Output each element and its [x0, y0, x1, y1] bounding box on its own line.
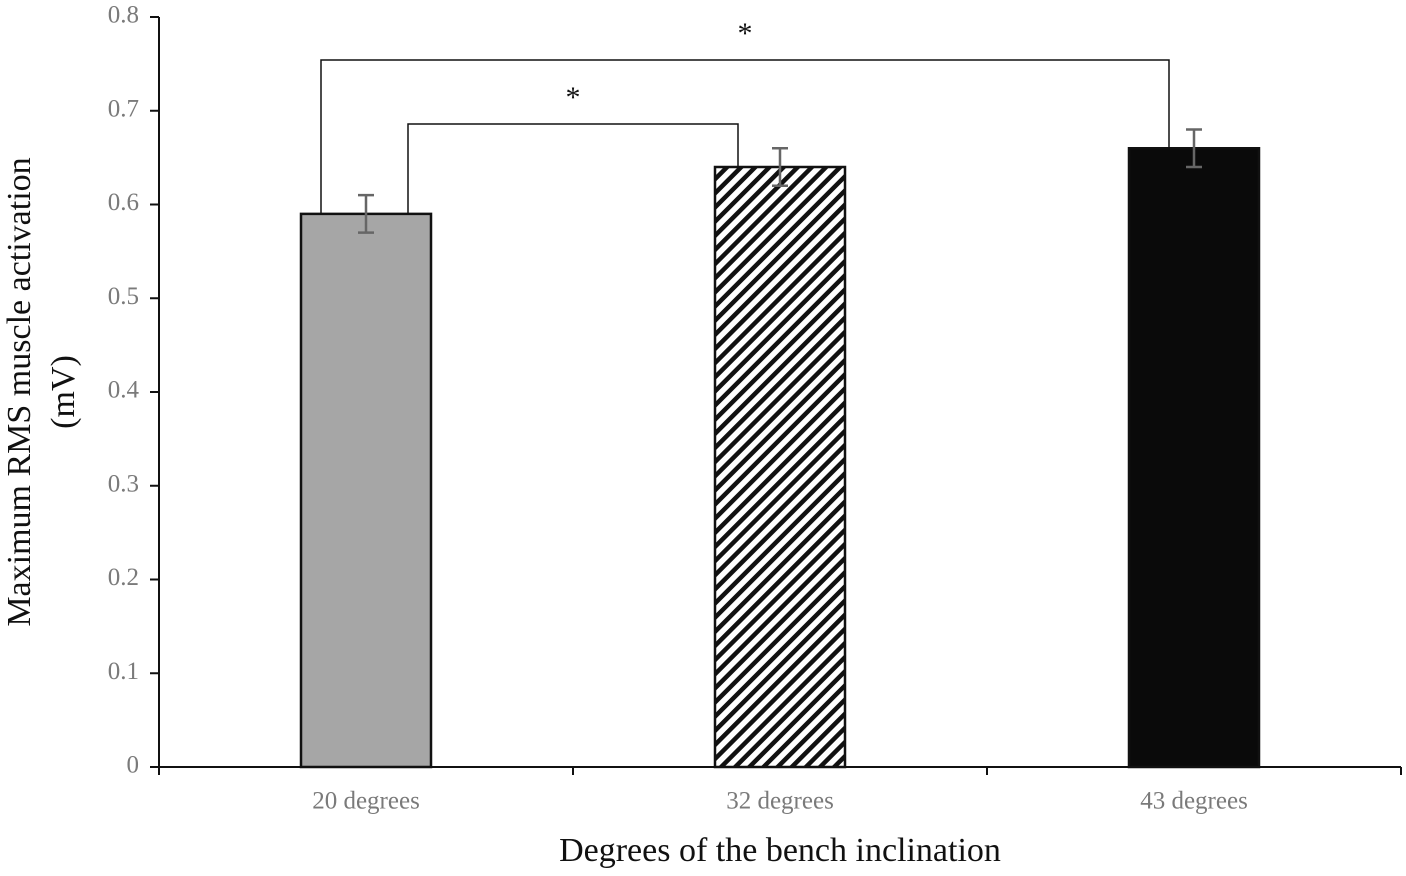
y-tick-label: 0.7 — [108, 95, 139, 122]
significance-label: * — [738, 17, 753, 50]
y-tick-label: 0.3 — [108, 470, 139, 497]
x-tick-label: 43 degrees — [1140, 788, 1248, 815]
x-axis-title: Degrees of the bench inclination — [559, 832, 1001, 869]
x-tick-label: 20 degrees — [312, 788, 420, 815]
y-tick-label: 0.5 — [108, 283, 139, 310]
bar — [299, 212, 433, 769]
significance-bracket — [407, 123, 739, 214]
significance-bracket — [320, 59, 1170, 214]
y-tick-label: 0.4 — [108, 377, 140, 404]
error-bar — [1186, 128, 1202, 169]
y-tick-label: 0.8 — [108, 2, 139, 29]
error-bar — [772, 147, 788, 187]
error-bar — [358, 193, 374, 234]
y-axis-title: (mV) — [45, 355, 82, 429]
y-tick-label: 0.6 — [108, 189, 139, 216]
y-tick-label: 0 — [127, 752, 140, 779]
y-tick-label: 0.1 — [108, 658, 139, 685]
y-axis-title: Maximum RMS muscle activation — [1, 157, 38, 626]
bar — [713, 165, 847, 769]
x-tick-label: 32 degrees — [726, 788, 834, 815]
bar — [1127, 147, 1261, 769]
y-tick-label: 0.2 — [108, 564, 139, 591]
significance-label: * — [566, 81, 581, 114]
